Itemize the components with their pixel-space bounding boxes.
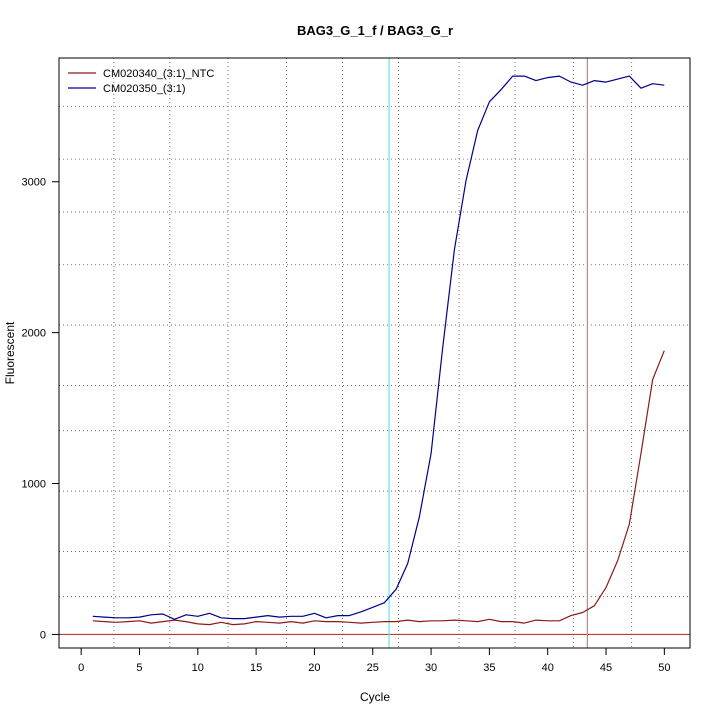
x-tick-label-5: 25 [367,662,379,674]
x-tick-label-10: 50 [658,662,670,674]
x-tick-label-1: 5 [136,662,142,674]
chart-title: BAG3_G_1_f / BAG3_G_r [297,23,453,38]
x-tick-label-4: 20 [308,662,320,674]
x-axis-label: Cycle [360,690,390,704]
x-tick-label-9: 45 [600,662,612,674]
x-tick-label-6: 30 [425,662,437,674]
legend-label-2: CM020350_(3:1) [103,83,186,95]
y-axis: 0 1000 2000 3000 [22,177,60,641]
y-tick-label-3: 3000 [22,177,46,189]
x-axis: 0 5 10 15 20 25 30 35 40 45 50 [78,647,670,674]
series-line-2 [92,75,665,620]
y-axis-label: Fluorescent [3,321,17,384]
marker-layer [59,58,690,648]
legend-label-1: CM020340_(3:1)_NTC [103,68,214,80]
x-tick-label-0: 0 [78,662,84,674]
legend: CM020340_(3:1)_NTC CM020350_(3:1) [68,68,214,95]
y-tick-label-2: 2000 [22,328,46,340]
x-tick-label-7: 35 [483,662,495,674]
y-tick-label-1: 1000 [22,479,46,491]
series-layer [92,75,665,626]
x-tick-label-8: 40 [542,662,554,674]
x-tick-label-3: 15 [250,662,262,674]
series-line-1 [92,350,665,626]
y-tick-label-0: 0 [40,629,46,641]
x-tick-label-2: 10 [192,662,204,674]
